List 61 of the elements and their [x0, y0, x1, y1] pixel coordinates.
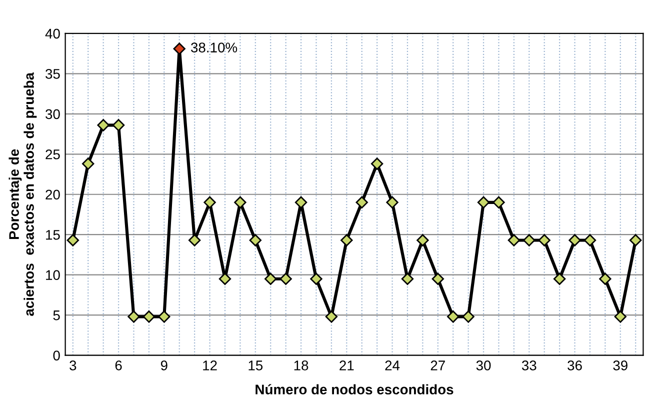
point [630, 234, 642, 246]
y-tick-label: 35 [46, 69, 60, 79]
point [340, 234, 353, 246]
y-tick-label: 25 [46, 149, 60, 160]
point [234, 196, 246, 209]
point [158, 310, 170, 323]
x-tick-label: 24 [385, 360, 400, 370]
point [97, 119, 110, 132]
x-tick-label: 27 [430, 360, 445, 370]
x-tick-label: 6 [115, 360, 122, 370]
y-tick-label: 30 [46, 109, 60, 120]
point [508, 234, 520, 246]
point [416, 234, 429, 246]
x-tick-label: 15 [248, 360, 263, 370]
point [264, 272, 277, 285]
point [492, 196, 505, 209]
point [356, 196, 368, 209]
point [325, 310, 338, 323]
point [310, 272, 322, 285]
point [599, 272, 612, 285]
point [447, 310, 460, 323]
point [249, 234, 262, 246]
point [584, 234, 596, 246]
point [280, 272, 292, 285]
point [142, 310, 156, 323]
point [538, 234, 550, 246]
point [188, 234, 201, 246]
point [128, 310, 140, 323]
point [477, 196, 490, 209]
point [614, 310, 626, 323]
point [370, 158, 384, 170]
x-tick-label: 12 [203, 360, 217, 370]
point [523, 234, 536, 246]
point [401, 272, 414, 285]
x-tick-label: 30 [476, 360, 491, 370]
point [432, 272, 444, 285]
point [66, 234, 79, 246]
x-tick-label: 39 [613, 360, 628, 370]
x-tick-label: 33 [522, 360, 536, 370]
point [568, 234, 581, 246]
x-tick-label: 9 [160, 360, 168, 370]
x-tick-label: 3 [70, 360, 76, 370]
x-tick-label: 36 [568, 360, 582, 370]
point [82, 158, 94, 170]
y-tick-label: 0 [53, 350, 60, 360]
point [204, 196, 216, 209]
y-tick-label: 10 [46, 270, 60, 280]
point [462, 310, 474, 323]
y-tick-label: 40 [45, 28, 60, 39]
point [553, 272, 566, 285]
annotation: 38.10% [191, 42, 238, 52]
x-axis-title: Número de nodos escondidos [256, 384, 454, 394]
x-tick-label: 21 [340, 360, 354, 370]
y-tick-label: 5 [53, 310, 60, 320]
x-tick-label: 18 [294, 360, 308, 370]
point [112, 119, 125, 132]
point [386, 196, 398, 209]
point [173, 42, 186, 55]
y-tick-label: 20 [46, 190, 60, 200]
y-tick-label: 15 [46, 230, 60, 240]
y-axis-title: Porcentaje de aciertos exactos en datos de prueba [8, 72, 37, 316]
